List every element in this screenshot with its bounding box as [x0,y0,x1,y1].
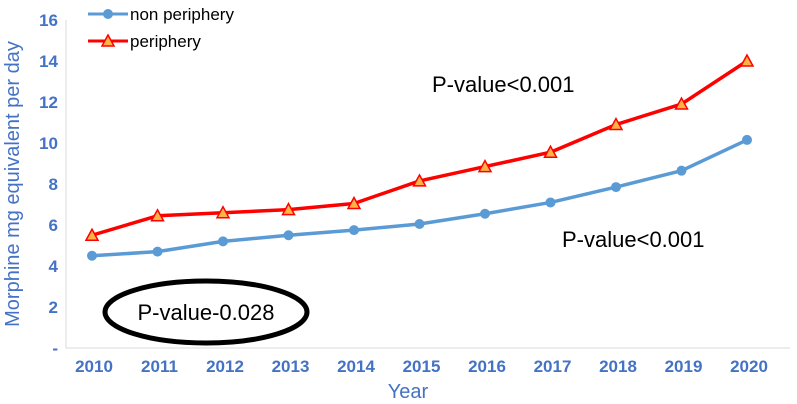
legend-item-periphery: periphery [88,32,201,51]
legend-item-non-periphery: non periphery [88,5,234,24]
x-tick-label: 2020 [730,357,768,376]
p-value-circle [102,278,310,346]
data-point-non-periphery [480,208,490,219]
x-tick-label: 2015 [403,357,441,376]
x-tick-label: 2012 [206,357,244,376]
p-value-annotation-periphery: P-value<0.001 [432,72,575,97]
data-point-periphery [477,159,493,173]
y-tick-label: 8 [49,175,58,194]
data-point-non-periphery [152,246,163,257]
data-point-non-periphery [611,182,621,193]
x-tick-label: 2018 [599,357,637,376]
y-tick-label: 2 [49,298,58,317]
y-axis-title: Morphine mg equivalent per day [2,41,24,327]
legend-label-non-periphery: non periphery [130,5,234,24]
x-axis-title: Year [388,381,429,403]
y-tick-label: 12 [39,93,58,112]
data-point-non-periphery [87,250,97,261]
legend-marker-non-periphery [103,9,113,19]
x-tick-label: 2010 [75,357,113,376]
data-point-periphery [281,202,296,216]
data-point-periphery [674,96,689,110]
y-tick-label: 16 [39,11,58,30]
data-point-periphery [215,205,231,219]
x-tick-label: 2011 [141,357,178,376]
data-point-periphery [150,208,165,222]
data-point-non-periphery [676,165,687,176]
data-point-periphery [84,227,100,241]
legend-marker-periphery [100,33,116,47]
legend: non periphery periphery [88,5,234,51]
data-point-non-periphery [414,218,425,229]
y-tick-label: 4 [49,257,59,276]
data-point-periphery [346,195,362,210]
x-tick-label: 2016 [468,357,506,376]
series-line-periphery [91,59,748,237]
data-point-non-periphery [742,134,752,145]
y-tick-label: - [52,339,58,358]
data-point-periphery [543,144,558,158]
data-point-non-periphery [283,230,294,241]
data-point-non-periphery [218,236,228,247]
data-point-periphery [412,173,427,187]
x-tick-label: 2014 [337,357,375,376]
x-tick-label: 2013 [272,357,310,376]
x-tick-labels: 2010 2011 2012 2013 2014 2015 2016 2017 2018 2019… [75,357,768,376]
x-tick-label: 2019 [665,357,703,376]
y-tick-label: 10 [39,134,58,153]
data-point-periphery [739,53,755,67]
y-tick-labels: - 2 4 6 8 10 12 14 16 [39,11,58,358]
y-tick-label: 14 [39,52,58,71]
data-point-non-periphery [349,225,359,236]
data-point-non-periphery [545,197,556,208]
data-point-periphery [608,116,624,131]
p-value-annotation-non-periphery: P-value<0.001 [562,227,705,252]
y-tick-label: 6 [49,216,58,235]
x-tick-label: 2017 [534,357,572,376]
legend-label-periphery: periphery [130,32,201,51]
series-layer [84,53,755,261]
p-value-annotation-circled: P-value-0.028 [138,300,275,325]
